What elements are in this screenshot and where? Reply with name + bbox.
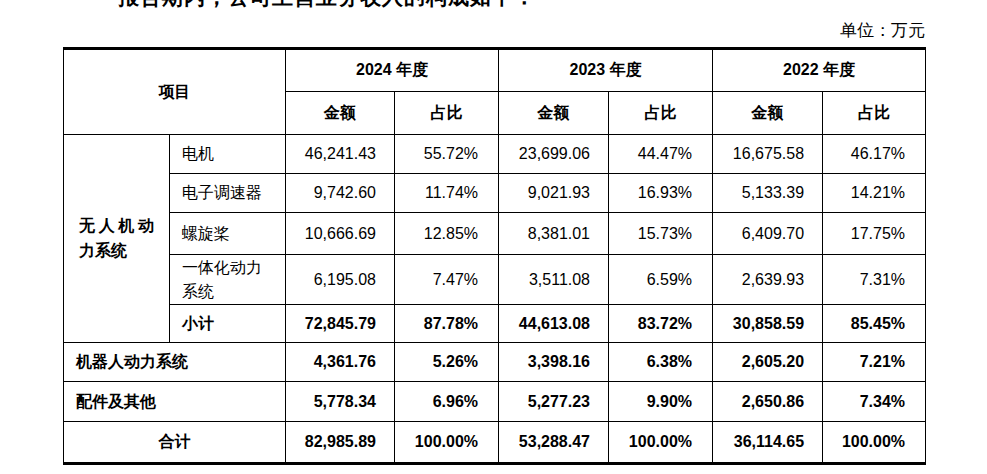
amount-cell: 82,985.89 — [286, 422, 395, 464]
row-label-total: 合计 — [64, 422, 286, 464]
amount-cell: 4,361.76 — [286, 343, 395, 382]
header-ratio-2024: 占比 — [395, 92, 499, 135]
row-label: 一体化动力系统 — [170, 255, 286, 305]
ratio-cell: 5.26% — [395, 343, 499, 382]
revenue-composition-table: 项目 2024 年度 2023 年度 2022 年度 金额 占比 金额 占比 金… — [63, 47, 926, 465]
amount-cell: 9,742.60 — [286, 174, 395, 213]
table-row-propeller: 螺旋桨 10,666.69 12.85% 8,381.01 15.73% 6,4… — [64, 213, 926, 255]
row-label-robot-power: 机器人动力系统 — [64, 343, 286, 382]
ratio-cell: 17.75% — [823, 213, 926, 255]
header-amount-2023: 金额 — [499, 92, 609, 135]
ratio-cell: 44.47% — [609, 135, 713, 174]
header-ratio-2022: 占比 — [823, 92, 926, 135]
table-row-subtotal: 小计 72,845.79 87.78% 44,613.08 83.72% 30,… — [64, 305, 926, 343]
row-label: 电机 — [170, 135, 286, 174]
table-row-total: 合计 82,985.89 100.00% 53,288.47 100.00% 3… — [64, 422, 926, 464]
amount-cell: 8,381.01 — [499, 213, 609, 255]
amount-cell: 6,195.08 — [286, 255, 395, 305]
unit-label: 单位：万元 — [840, 19, 925, 42]
ratio-cell: 6.96% — [395, 382, 499, 422]
header-amount-2024: 金额 — [286, 92, 395, 135]
ratio-cell: 11.74% — [395, 174, 499, 213]
amount-cell: 6,409.70 — [713, 213, 823, 255]
header-amount-2022: 金额 — [713, 92, 823, 135]
row-label-accessories: 配件及其他 — [64, 382, 286, 422]
amount-cell: 23,699.06 — [499, 135, 609, 174]
amount-cell: 5,277.23 — [499, 382, 609, 422]
paragraph-text: 报告期内，公司主营业务收入的构成如下： — [118, 0, 678, 10]
amount-cell: 30,858.59 — [713, 305, 823, 343]
ratio-cell: 7.34% — [823, 382, 926, 422]
ratio-cell: 9.90% — [609, 382, 713, 422]
ratio-cell: 6.38% — [609, 343, 713, 382]
amount-cell: 10,666.69 — [286, 213, 395, 255]
amount-cell: 5,778.34 — [286, 382, 395, 422]
ratio-cell: 85.45% — [823, 305, 926, 343]
ratio-cell: 12.85% — [395, 213, 499, 255]
ratio-cell: 15.73% — [609, 213, 713, 255]
header-year-2023: 2023 年度 — [499, 49, 713, 92]
header-year-2022: 2022 年度 — [713, 49, 926, 92]
header-ratio-2023: 占比 — [609, 92, 713, 135]
group-label-uav-power: 无人机动力系统 — [64, 135, 170, 343]
amount-cell: 2,605.20 — [713, 343, 823, 382]
amount-cell: 9,021.93 — [499, 174, 609, 213]
ratio-cell: 14.21% — [823, 174, 926, 213]
amount-cell: 3,398.16 — [499, 343, 609, 382]
ratio-cell: 100.00% — [823, 422, 926, 464]
ratio-cell: 7.31% — [823, 255, 926, 305]
amount-cell: 16,675.58 — [713, 135, 823, 174]
ratio-cell: 7.21% — [823, 343, 926, 382]
table-row-integrated-power: 一体化动力系统 6,195.08 7.47% 3,511.08 6.59% 2,… — [64, 255, 926, 305]
ratio-cell: 100.00% — [395, 422, 499, 464]
ratio-cell: 46.17% — [823, 135, 926, 174]
ratio-cell: 83.72% — [609, 305, 713, 343]
ratio-cell: 55.72% — [395, 135, 499, 174]
header-row-years: 项目 2024 年度 2023 年度 2022 年度 — [64, 49, 926, 92]
table-row-esc: 电子调速器 9,742.60 11.74% 9,021.93 16.93% 5,… — [64, 174, 926, 213]
amount-cell: 3,511.08 — [499, 255, 609, 305]
ratio-cell: 6.59% — [609, 255, 713, 305]
amount-cell: 72,845.79 — [286, 305, 395, 343]
clipped-paragraph: 报告期内，公司主营业务收入的构成如下： — [118, 0, 678, 10]
row-label-subtotal: 小计 — [170, 305, 286, 343]
table-row-accessories: 配件及其他 5,778.34 6.96% 5,277.23 9.90% 2,65… — [64, 382, 926, 422]
ratio-cell: 16.93% — [609, 174, 713, 213]
amount-cell: 46,241.43 — [286, 135, 395, 174]
header-year-2024: 2024 年度 — [286, 49, 499, 92]
table-row-robot-power: 机器人动力系统 4,361.76 5.26% 3,398.16 6.38% 2,… — [64, 343, 926, 382]
row-label: 螺旋桨 — [170, 213, 286, 255]
amount-cell: 44,613.08 — [499, 305, 609, 343]
table-row-motor: 无人机动力系统 电机 46,241.43 55.72% 23,699.06 44… — [64, 135, 926, 174]
ratio-cell: 7.47% — [395, 255, 499, 305]
ratio-cell: 100.00% — [609, 422, 713, 464]
ratio-cell: 87.78% — [395, 305, 499, 343]
header-item: 项目 — [64, 49, 286, 135]
amount-cell: 53,288.47 — [499, 422, 609, 464]
amount-cell: 5,133.39 — [713, 174, 823, 213]
row-label: 电子调速器 — [170, 174, 286, 213]
amount-cell: 2,639.93 — [713, 255, 823, 305]
amount-cell: 2,650.86 — [713, 382, 823, 422]
amount-cell: 36,114.65 — [713, 422, 823, 464]
